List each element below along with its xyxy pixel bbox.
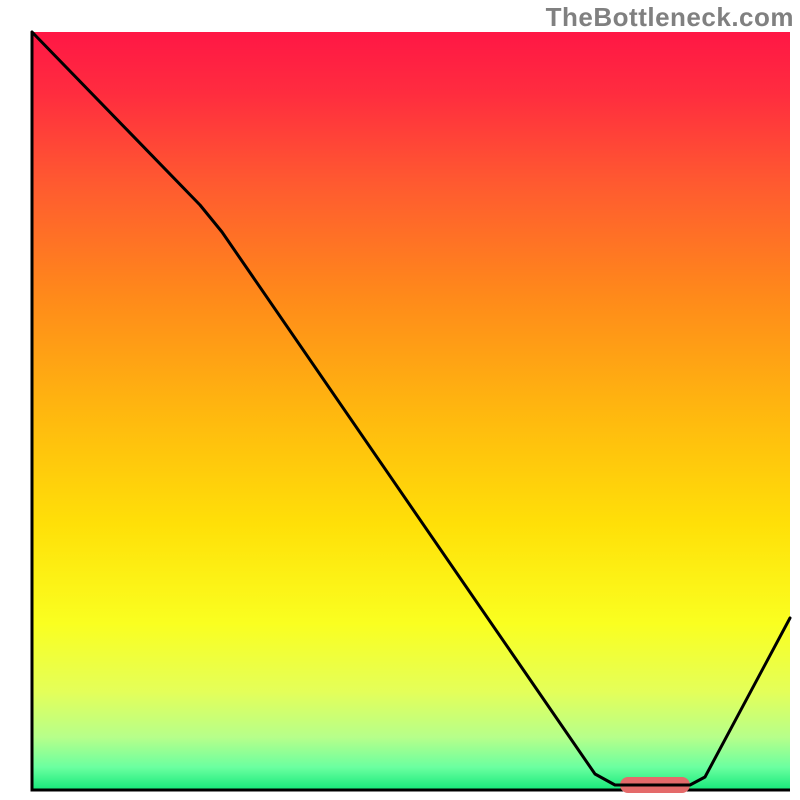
chart-container: { "watermark": { "text": "TheBottleneck.…: [0, 0, 800, 800]
gradient-background: [32, 32, 790, 790]
watermark-text: TheBottleneck.com: [546, 2, 794, 33]
bottleneck-chart: [0, 0, 800, 800]
